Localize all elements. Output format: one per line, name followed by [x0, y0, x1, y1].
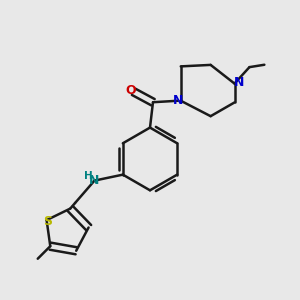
Text: H: H	[83, 171, 92, 181]
Text: N: N	[233, 76, 244, 89]
Text: O: O	[126, 84, 136, 97]
Text: N: N	[89, 174, 100, 187]
Text: N: N	[173, 94, 184, 107]
Text: S: S	[43, 215, 52, 228]
